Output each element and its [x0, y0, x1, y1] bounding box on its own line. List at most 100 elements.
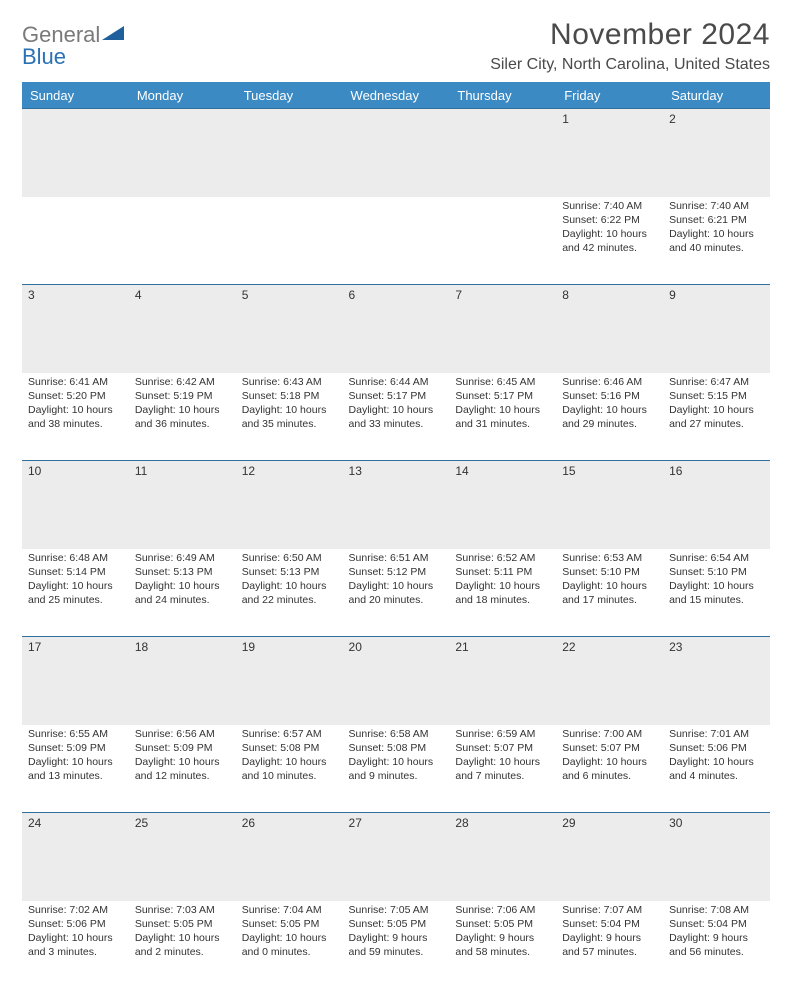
logo-text: GeneralBlue [22, 24, 124, 68]
day-number-cell: 3 [22, 285, 129, 373]
day-info-line: Sunset: 5:13 PM [135, 565, 230, 579]
day-number: 2 [663, 109, 770, 129]
day-info-line: Daylight: 10 hours and 12 minutes. [135, 755, 230, 783]
day-info-line: Daylight: 10 hours and 4 minutes. [669, 755, 764, 783]
day-info: Sunrise: 7:03 AMSunset: 5:05 PMDaylight:… [129, 901, 236, 964]
day-info-line: Daylight: 10 hours and 10 minutes. [242, 755, 337, 783]
week-info-row: Sunrise: 7:02 AMSunset: 5:06 PMDaylight:… [22, 901, 770, 989]
day-number-cell: 1 [556, 109, 663, 197]
day-info: Sunrise: 6:47 AMSunset: 5:15 PMDaylight:… [663, 373, 770, 436]
day-number-cell: 4 [129, 285, 236, 373]
day-info-line: Sunset: 5:17 PM [455, 389, 550, 403]
day-number [129, 109, 236, 127]
day-number: 5 [236, 285, 343, 305]
day-info-line: Daylight: 10 hours and 7 minutes. [455, 755, 550, 783]
day-info: Sunrise: 6:48 AMSunset: 5:14 PMDaylight:… [22, 549, 129, 612]
day-number: 22 [556, 637, 663, 657]
day-header: Saturday [663, 83, 770, 109]
day-info-line: Sunrise: 7:04 AM [242, 903, 337, 917]
day-number-cell: 29 [556, 813, 663, 901]
week-info-row: Sunrise: 6:41 AMSunset: 5:20 PMDaylight:… [22, 373, 770, 461]
day-info-line: Daylight: 10 hours and 42 minutes. [562, 227, 657, 255]
day-info: Sunrise: 6:52 AMSunset: 5:11 PMDaylight:… [449, 549, 556, 612]
logo-word2: Blue [22, 44, 66, 69]
day-info-line: Sunset: 5:05 PM [455, 917, 550, 931]
day-number: 29 [556, 813, 663, 833]
day-info: Sunrise: 7:07 AMSunset: 5:04 PMDaylight:… [556, 901, 663, 964]
day-info-cell: Sunrise: 6:58 AMSunset: 5:08 PMDaylight:… [343, 725, 450, 813]
day-info-line: Sunrise: 6:43 AM [242, 375, 337, 389]
day-number-cell: 10 [22, 461, 129, 549]
day-info: Sunrise: 7:01 AMSunset: 5:06 PMDaylight:… [663, 725, 770, 788]
day-info-line: Sunrise: 6:47 AM [669, 375, 764, 389]
day-number: 16 [663, 461, 770, 481]
day-info [449, 197, 556, 203]
day-number: 25 [129, 813, 236, 833]
week-info-row: Sunrise: 6:48 AMSunset: 5:14 PMDaylight:… [22, 549, 770, 637]
day-info-line: Daylight: 10 hours and 0 minutes. [242, 931, 337, 959]
day-number-cell: 13 [343, 461, 450, 549]
day-info-line: Sunrise: 6:42 AM [135, 375, 230, 389]
day-info-line: Sunset: 5:19 PM [135, 389, 230, 403]
day-info-line: Sunset: 5:08 PM [242, 741, 337, 755]
day-info-line: Daylight: 9 hours and 59 minutes. [349, 931, 444, 959]
calendar-page: GeneralBlue November 2024 Siler City, No… [0, 0, 792, 1007]
day-number-cell: 11 [129, 461, 236, 549]
day-header: Sunday [22, 83, 129, 109]
day-info-line: Daylight: 10 hours and 15 minutes. [669, 579, 764, 607]
day-info-cell: Sunrise: 7:04 AMSunset: 5:05 PMDaylight:… [236, 901, 343, 989]
day-info: Sunrise: 7:40 AMSunset: 6:22 PMDaylight:… [556, 197, 663, 260]
day-info-line: Sunset: 6:21 PM [669, 213, 764, 227]
week-daynum-row: 10111213141516 [22, 461, 770, 549]
day-number: 3 [22, 285, 129, 305]
day-info-line: Sunrise: 6:49 AM [135, 551, 230, 565]
day-info-line: Sunset: 5:09 PM [28, 741, 123, 755]
day-info-cell: Sunrise: 6:50 AMSunset: 5:13 PMDaylight:… [236, 549, 343, 637]
page-title: November 2024 [490, 18, 770, 52]
day-number [236, 109, 343, 127]
day-info-line: Daylight: 10 hours and 17 minutes. [562, 579, 657, 607]
day-info-line: Sunset: 5:10 PM [562, 565, 657, 579]
day-info-line: Sunrise: 7:07 AM [562, 903, 657, 917]
day-info-cell [129, 197, 236, 285]
day-info-cell: Sunrise: 6:51 AMSunset: 5:12 PMDaylight:… [343, 549, 450, 637]
day-info-line: Daylight: 10 hours and 36 minutes. [135, 403, 230, 431]
day-info-line: Sunset: 5:07 PM [455, 741, 550, 755]
day-info-line: Sunrise: 6:57 AM [242, 727, 337, 741]
day-info-line: Sunset: 5:05 PM [242, 917, 337, 931]
day-info: Sunrise: 6:42 AMSunset: 5:19 PMDaylight:… [129, 373, 236, 436]
day-info-cell [449, 197, 556, 285]
day-info-cell: Sunrise: 6:44 AMSunset: 5:17 PMDaylight:… [343, 373, 450, 461]
day-info-line: Sunset: 5:18 PM [242, 389, 337, 403]
day-number-cell: 9 [663, 285, 770, 373]
day-info-line: Sunrise: 6:52 AM [455, 551, 550, 565]
day-info-line: Sunrise: 7:40 AM [669, 199, 764, 213]
day-number [449, 109, 556, 127]
day-number-cell: 16 [663, 461, 770, 549]
day-info-line: Daylight: 9 hours and 58 minutes. [455, 931, 550, 959]
day-info: Sunrise: 6:44 AMSunset: 5:17 PMDaylight:… [343, 373, 450, 436]
day-info-line: Daylight: 10 hours and 22 minutes. [242, 579, 337, 607]
day-number: 4 [129, 285, 236, 305]
day-header: Thursday [449, 83, 556, 109]
logo: GeneralBlue [22, 24, 124, 68]
day-info-cell: Sunrise: 6:54 AMSunset: 5:10 PMDaylight:… [663, 549, 770, 637]
day-number [22, 109, 129, 127]
day-info-line: Sunrise: 7:40 AM [562, 199, 657, 213]
day-number-cell [129, 109, 236, 197]
day-info-line: Daylight: 10 hours and 18 minutes. [455, 579, 550, 607]
day-info: Sunrise: 6:51 AMSunset: 5:12 PMDaylight:… [343, 549, 450, 612]
day-info-cell: Sunrise: 6:57 AMSunset: 5:08 PMDaylight:… [236, 725, 343, 813]
day-number-cell: 24 [22, 813, 129, 901]
day-info-cell: Sunrise: 7:05 AMSunset: 5:05 PMDaylight:… [343, 901, 450, 989]
day-number: 21 [449, 637, 556, 657]
day-info-line: Sunrise: 7:03 AM [135, 903, 230, 917]
day-info-line: Sunset: 5:05 PM [135, 917, 230, 931]
day-info: Sunrise: 7:04 AMSunset: 5:05 PMDaylight:… [236, 901, 343, 964]
day-info-line: Sunrise: 6:55 AM [28, 727, 123, 741]
day-info [129, 197, 236, 203]
day-header: Friday [556, 83, 663, 109]
day-number: 23 [663, 637, 770, 657]
day-info-cell [236, 197, 343, 285]
day-info-cell: Sunrise: 6:59 AMSunset: 5:07 PMDaylight:… [449, 725, 556, 813]
